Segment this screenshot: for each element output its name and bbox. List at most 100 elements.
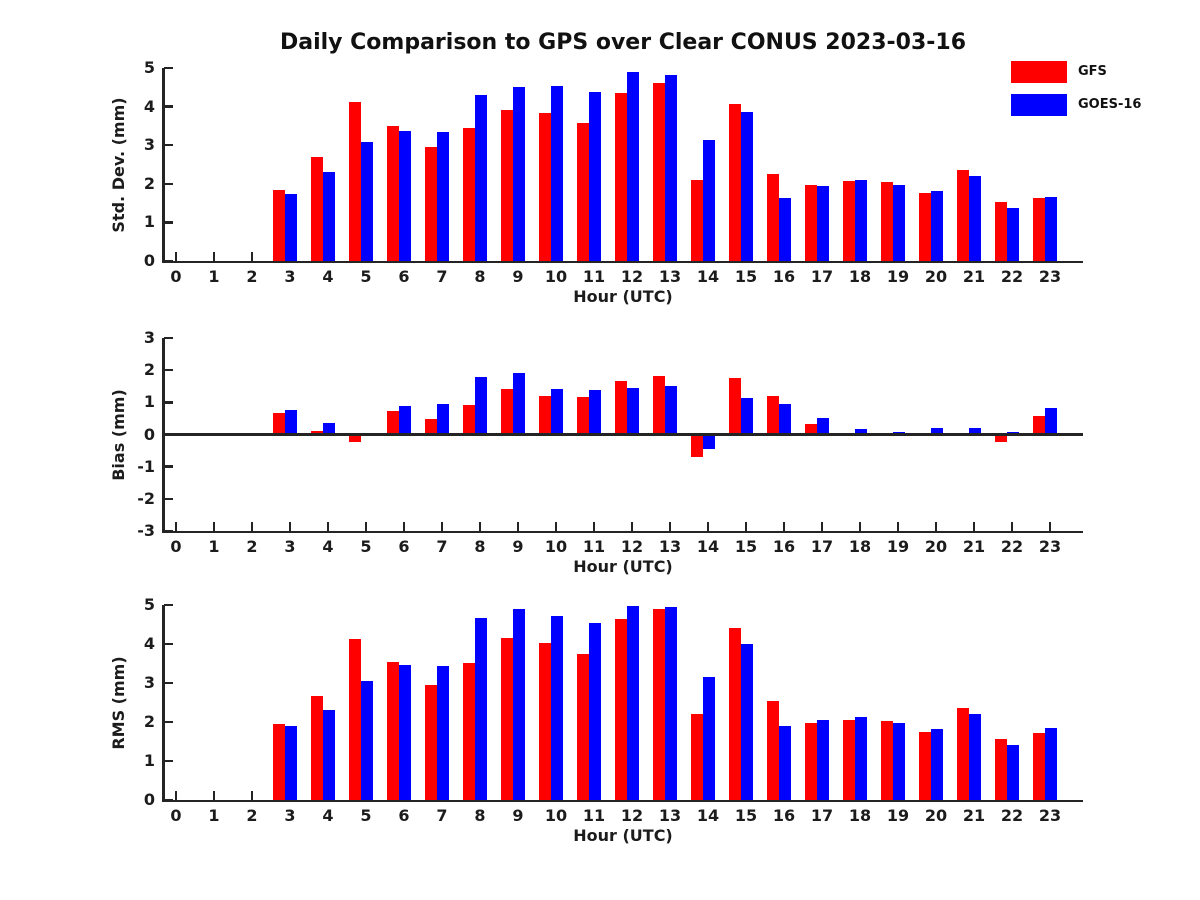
bar-gfs-hour-20 bbox=[919, 193, 931, 261]
x-tick-label: 19 bbox=[886, 537, 910, 556]
bar-gfs-hour-10 bbox=[539, 643, 551, 800]
bar-gfs-hour-3 bbox=[273, 723, 285, 800]
bar-goes-16-hour-23 bbox=[1045, 408, 1057, 435]
bar-goes-16-hour-5 bbox=[361, 142, 373, 261]
y-tick bbox=[164, 465, 173, 468]
bar-goes-16-hour-4 bbox=[323, 422, 335, 435]
bar-gfs-hour-11 bbox=[577, 397, 589, 435]
y-tick-label: -1 bbox=[137, 456, 155, 476]
x-tick-label: 23 bbox=[1038, 537, 1062, 556]
bar-goes-16-hour-7 bbox=[437, 665, 449, 800]
x-tick-label: 23 bbox=[1038, 267, 1062, 286]
x-tick-label: 2 bbox=[246, 537, 258, 556]
bar-gfs-hour-15 bbox=[729, 628, 741, 800]
x-axis-label: Hour (UTC) bbox=[573, 826, 673, 845]
y-tick-label: 4 bbox=[143, 634, 155, 653]
bar-gfs-hour-21 bbox=[957, 170, 969, 261]
bar-gfs-hour-13 bbox=[653, 376, 665, 435]
goes16-swatch-icon bbox=[1011, 94, 1067, 116]
legend-label-gfs: GFS bbox=[1078, 64, 1107, 79]
x-tick bbox=[858, 521, 862, 531]
bar-gfs-hour-8 bbox=[463, 662, 475, 800]
bar-goes-16-hour-21 bbox=[969, 175, 981, 261]
bar-gfs-hour-21 bbox=[957, 707, 969, 800]
y-tick-label: 3 bbox=[143, 673, 155, 692]
figure-title: Daily Comparison to GPS over Clear CONUS… bbox=[279, 30, 967, 55]
bar-gfs-hour-11 bbox=[577, 653, 589, 800]
x-tick bbox=[820, 521, 824, 531]
x-tick-label: 20 bbox=[924, 537, 948, 556]
y-tick-label: 1 bbox=[143, 751, 155, 770]
x-tick-label: 2 bbox=[246, 806, 258, 825]
y-tick-label: 0 bbox=[143, 790, 155, 809]
x-tick bbox=[402, 521, 406, 531]
x-tick bbox=[744, 521, 748, 531]
x-tick-label: 13 bbox=[658, 267, 682, 286]
bar-goes-16-hour-10 bbox=[551, 86, 563, 261]
bar-goes-16-hour-13 bbox=[665, 74, 677, 261]
x-tick bbox=[554, 521, 558, 531]
x-tick-label: 10 bbox=[544, 537, 568, 556]
bar-gfs-hour-10 bbox=[539, 395, 551, 435]
bar-goes-16-hour-22 bbox=[1007, 745, 1019, 800]
bar-gfs-hour-4 bbox=[311, 156, 323, 261]
x-tick-label: 15 bbox=[734, 806, 758, 825]
bar-goes-16-hour-20 bbox=[931, 728, 943, 800]
bar-goes-16-hour-12 bbox=[627, 605, 639, 800]
legend-label-goes16: GOES-16 bbox=[1078, 97, 1142, 112]
x-tick-label: 18 bbox=[848, 267, 872, 286]
x-tick-label: 12 bbox=[620, 537, 644, 556]
bar-gfs-hour-6 bbox=[387, 661, 399, 800]
bar-goes-16-hour-17 bbox=[817, 185, 829, 261]
bar-goes-16-hour-8 bbox=[475, 94, 487, 261]
y-tick bbox=[164, 681, 173, 685]
bar-goes-16-hour-6 bbox=[399, 665, 411, 800]
bar-goes-16-hour-18 bbox=[855, 180, 867, 261]
bar-gfs-hour-6 bbox=[387, 126, 399, 261]
bar-gfs-hour-10 bbox=[539, 112, 551, 261]
bar-gfs-hour-17 bbox=[805, 722, 817, 800]
bar-gfs-hour-23 bbox=[1033, 198, 1045, 261]
y-tick bbox=[164, 66, 173, 70]
bar-gfs-hour-22 bbox=[995, 738, 1007, 800]
x-tick-label: 16 bbox=[772, 267, 796, 286]
x-tick-label: 16 bbox=[772, 806, 796, 825]
x-tick-label: 0 bbox=[170, 267, 182, 286]
bar-goes-16-hour-20 bbox=[931, 191, 943, 261]
bar-gfs-hour-6 bbox=[387, 410, 399, 435]
y-tick-label: 0 bbox=[143, 251, 155, 270]
bar-goes-16-hour-18 bbox=[855, 429, 867, 435]
bar-goes-16-hour-10 bbox=[551, 615, 563, 800]
x-tick-label: 9 bbox=[512, 537, 524, 556]
bar-gfs-hour-23 bbox=[1033, 732, 1045, 800]
x-tick-label: 20 bbox=[924, 806, 948, 825]
x-tick bbox=[174, 521, 178, 531]
y-tick bbox=[164, 336, 173, 340]
bar-gfs-hour-16 bbox=[767, 700, 779, 800]
bar-goes-16-hour-16 bbox=[779, 725, 791, 800]
x-tick-label: 5 bbox=[360, 537, 372, 556]
bar-gfs-hour-5 bbox=[349, 102, 361, 261]
x-tick-label: 14 bbox=[696, 806, 720, 825]
x-tick-label: 22 bbox=[1000, 537, 1024, 556]
y-axis-spine bbox=[162, 68, 165, 263]
bar-gfs-hour-9 bbox=[501, 388, 513, 435]
bar-goes-16-hour-14 bbox=[703, 140, 715, 261]
y-tick-label: 0 bbox=[143, 424, 155, 444]
bar-gfs-hour-22 bbox=[995, 434, 1007, 443]
bar-goes-16-hour-21 bbox=[969, 713, 981, 800]
bar-gfs-hour-20 bbox=[919, 731, 931, 800]
y-tick-label: 2 bbox=[143, 173, 155, 193]
y-tick bbox=[164, 642, 173, 646]
x-tick-label: 21 bbox=[962, 537, 986, 556]
x-tick-label: 11 bbox=[582, 537, 606, 556]
legend: GFS GOES-16 bbox=[1011, 61, 1196, 127]
x-tick-label: 3 bbox=[284, 806, 296, 825]
x-tick-label: 9 bbox=[512, 806, 524, 825]
y-tick bbox=[164, 368, 173, 372]
bar-gfs-hour-3 bbox=[273, 412, 285, 435]
x-tick-label: 9 bbox=[512, 267, 524, 286]
bar-goes-16-hour-7 bbox=[437, 403, 449, 435]
bar-gfs-hour-7 bbox=[425, 419, 437, 435]
x-tick-label: 14 bbox=[696, 537, 720, 556]
